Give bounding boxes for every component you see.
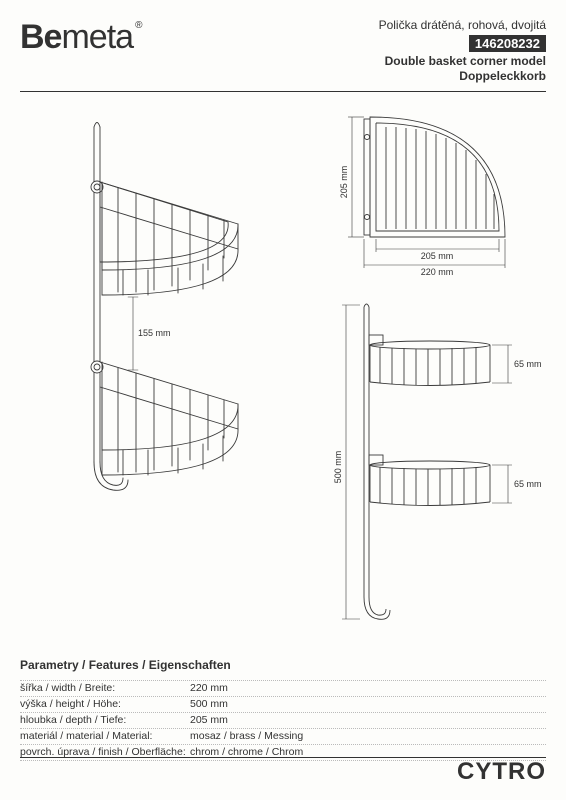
feature-value: 500 mm <box>190 698 228 710</box>
features-block: Parametry / Features / Eigenschaften šíř… <box>20 658 546 761</box>
dim-total-height: 500 mm <box>333 451 343 484</box>
feature-row: hloubka / depth / Tiefe: 205 mm <box>20 712 546 728</box>
feature-label: hloubka / depth / Tiefe: <box>20 714 190 726</box>
dim-top-depth: 205 mm <box>339 166 349 199</box>
title-en: Double basket corner model <box>379 54 546 70</box>
features-heading: Parametry / Features / Eigenschaften <box>20 658 546 672</box>
top-view-drawing: 205 mm 205 mm 220 mm <box>330 107 540 282</box>
feature-value: 205 mm <box>190 714 228 726</box>
brand-logo: Bemeta ® <box>20 18 141 57</box>
feature-row: materiál / material / Material: mosaz / … <box>20 728 546 744</box>
drawings-area: 155 mm <box>20 92 546 652</box>
feature-value: 220 mm <box>190 682 228 694</box>
perspective-drawing: 155 mm <box>28 112 298 532</box>
title-de: Doppeleckkorb <box>379 69 546 85</box>
series-name: CYTRO <box>457 758 546 786</box>
dim-top-width-outer: 220 mm <box>421 267 454 277</box>
product-code: 146208232 <box>469 35 546 52</box>
title-block: Polička drátěná, rohová, dvojitá 1462082… <box>379 18 546 85</box>
dim-top-width-inner: 205 mm <box>421 251 454 261</box>
dim-basket-h2: 65 mm <box>514 479 542 489</box>
dim-spacing: 155 mm <box>138 328 171 338</box>
brand-mid: meta <box>61 18 133 56</box>
feature-label: výška / height / Höhe: <box>20 698 190 710</box>
dim-basket-h1: 65 mm <box>514 359 542 369</box>
feature-row: výška / height / Höhe: 500 mm <box>20 696 546 712</box>
feature-value: mosaz / brass / Messing <box>190 730 303 742</box>
feature-label: materiál / material / Material: <box>20 730 190 742</box>
feature-label: šířka / width / Breite: <box>20 682 190 694</box>
brand-prefix: Be <box>20 18 61 56</box>
feature-row: šířka / width / Breite: 220 mm <box>20 680 546 696</box>
side-view-drawing: 500 mm 65 mm 65 mm <box>320 297 550 642</box>
title-cs: Polička drátěná, rohová, dvojitá <box>379 18 546 34</box>
brand-reg: ® <box>135 20 141 31</box>
header: Bemeta ® Polička drátěná, rohová, dvojit… <box>20 18 546 85</box>
